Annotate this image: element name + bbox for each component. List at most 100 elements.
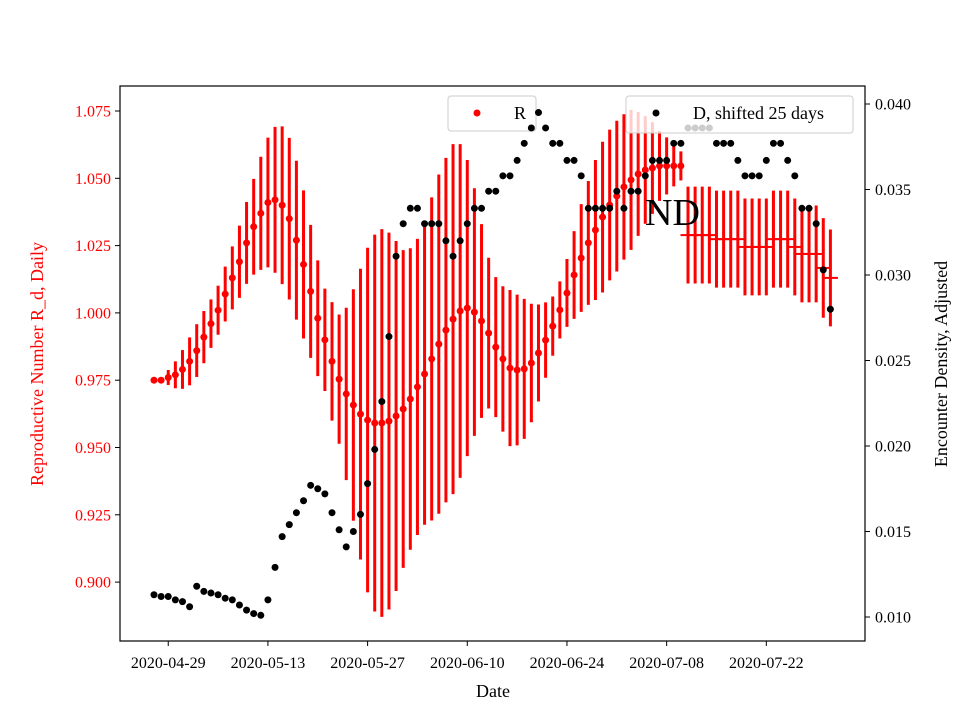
d-data-point bbox=[826, 305, 834, 313]
d-data-point bbox=[321, 490, 329, 498]
r-data-point bbox=[335, 375, 343, 383]
r-data-point bbox=[392, 412, 400, 420]
r-data-point bbox=[300, 260, 308, 268]
d-data-point bbox=[378, 398, 386, 406]
d-data-point bbox=[314, 485, 322, 493]
d-data-point bbox=[499, 172, 507, 180]
r-data-point bbox=[492, 343, 500, 351]
r-data-point bbox=[178, 365, 186, 373]
d-data-point bbox=[285, 521, 293, 529]
legend-r: R bbox=[447, 95, 537, 132]
d-data-point bbox=[171, 596, 179, 604]
d-data-point bbox=[257, 611, 265, 619]
y-axis-left-label: Reproductive Number R_d, Daily bbox=[27, 242, 47, 486]
d-data-point bbox=[641, 172, 649, 180]
y-left-tick-label: 1.025 bbox=[75, 238, 111, 255]
r-data-point bbox=[470, 308, 478, 316]
r-data-point bbox=[186, 357, 194, 365]
d-data-point bbox=[200, 587, 208, 595]
r-data-point bbox=[599, 213, 607, 221]
r-data-point bbox=[271, 196, 279, 204]
r-data-point bbox=[214, 306, 222, 314]
r-data-point bbox=[478, 317, 486, 325]
d-data-point bbox=[769, 139, 777, 147]
d-data-point bbox=[478, 204, 486, 212]
d-data-point bbox=[264, 596, 272, 604]
d-data-point bbox=[421, 220, 429, 228]
r-data-point bbox=[150, 376, 158, 384]
d-data-point bbox=[677, 139, 685, 147]
d-data-point bbox=[591, 204, 599, 212]
y-right-tick-label: 0.040 bbox=[875, 97, 911, 114]
r-data-point bbox=[677, 162, 685, 170]
d-data-point bbox=[193, 582, 201, 590]
r-data-point bbox=[356, 410, 364, 418]
d-data-point bbox=[186, 603, 194, 611]
d-data-point bbox=[734, 156, 742, 164]
d-data-point bbox=[485, 187, 493, 195]
y-right-tick-label: 0.025 bbox=[875, 353, 911, 370]
r-data-point bbox=[413, 383, 421, 391]
d-data-point bbox=[762, 156, 770, 164]
r-data-point bbox=[563, 289, 571, 297]
r-data-point bbox=[321, 336, 329, 344]
d-data-point bbox=[371, 445, 379, 453]
d-data-point bbox=[278, 533, 286, 541]
d-data-point bbox=[791, 172, 799, 180]
x-tick-label: 2020-06-10 bbox=[430, 655, 505, 672]
r-data-point bbox=[292, 236, 300, 244]
r-data-point bbox=[406, 395, 414, 403]
r-data-point bbox=[499, 355, 507, 363]
nd-annotation: ND bbox=[645, 192, 700, 234]
r-data-point bbox=[278, 201, 286, 209]
d-data-point bbox=[235, 601, 243, 609]
x-tick-label: 2020-07-22 bbox=[729, 655, 804, 672]
d-data-point bbox=[157, 592, 165, 600]
d-data-point bbox=[435, 220, 443, 228]
r-data-point bbox=[542, 336, 550, 344]
legend-d-marker bbox=[652, 109, 660, 117]
d-data-point bbox=[819, 266, 827, 274]
r-data-point bbox=[485, 329, 493, 337]
r-data-point bbox=[428, 355, 436, 363]
d-data-point bbox=[812, 220, 820, 228]
d-data-point bbox=[243, 606, 251, 614]
d-data-point bbox=[164, 592, 172, 600]
d-data-point bbox=[150, 591, 158, 599]
d-data-point bbox=[606, 204, 614, 212]
r-data-point bbox=[385, 417, 393, 425]
d-data-point bbox=[328, 509, 336, 517]
d-data-point bbox=[784, 156, 792, 164]
d-data-point bbox=[741, 172, 749, 180]
d-data-point bbox=[385, 333, 393, 341]
d-data-point bbox=[577, 172, 585, 180]
d-data-point bbox=[648, 156, 656, 164]
r-data-point bbox=[577, 254, 585, 262]
r-data-point bbox=[556, 306, 564, 314]
d-data-point bbox=[663, 156, 671, 164]
r-data-point bbox=[670, 162, 678, 170]
d-data-point bbox=[542, 124, 550, 132]
d-data-point bbox=[599, 204, 607, 212]
r-data-point bbox=[570, 271, 578, 279]
d-data-point bbox=[492, 187, 500, 195]
legend-d: D, shifted 25 days bbox=[625, 95, 854, 134]
r-data-point bbox=[378, 419, 386, 427]
d-data-point bbox=[549, 139, 557, 147]
d-data-point bbox=[399, 220, 407, 228]
d-data-point bbox=[300, 497, 308, 505]
d-data-point bbox=[178, 598, 186, 606]
d-data-point bbox=[207, 589, 215, 597]
d-data-point bbox=[349, 528, 357, 535]
r-data-point bbox=[164, 374, 172, 382]
r-data-point bbox=[193, 347, 201, 355]
x-tick-label: 2020-05-13 bbox=[231, 655, 306, 672]
d-data-point bbox=[805, 204, 813, 212]
r-data-point bbox=[264, 199, 272, 207]
r-data-point bbox=[349, 401, 357, 409]
r-data-point bbox=[435, 340, 443, 348]
d-data-point bbox=[656, 156, 664, 164]
d-data-point bbox=[463, 220, 471, 228]
d-data-point bbox=[292, 509, 300, 517]
d-data-point bbox=[442, 237, 450, 245]
